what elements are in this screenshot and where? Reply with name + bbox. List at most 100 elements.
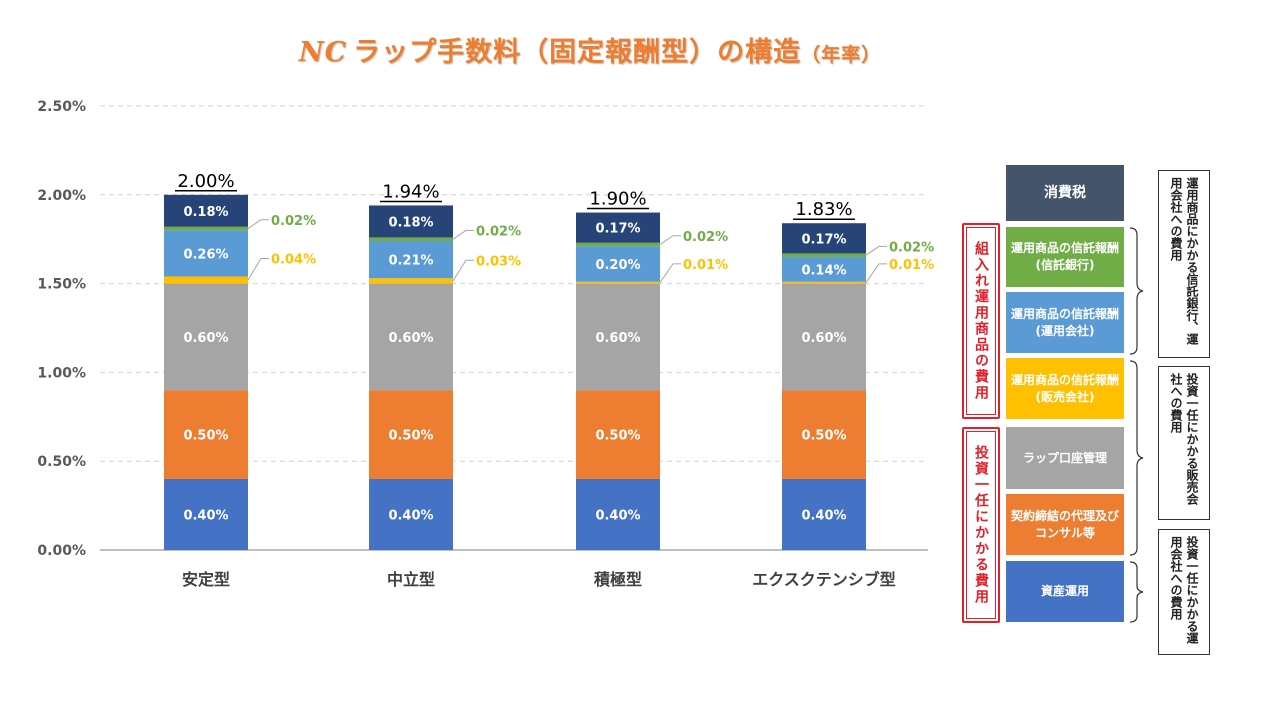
y-tick-label: 0.50% xyxy=(37,454,86,470)
bar-segment xyxy=(782,478,866,550)
stacked-bar-chart: 0.00% 0.50% 1.00% 1.50% 2.00% 2.50% 0.40% 0.50%… xyxy=(37,99,934,589)
callout-leader-line xyxy=(865,263,887,283)
payee-label: 投資一任にかかる販売会社への費用 xyxy=(1169,373,1199,505)
y-tick-label: 1.00% xyxy=(37,365,86,381)
callout-label: 0.02% xyxy=(889,240,934,255)
data-label: 0.21% xyxy=(388,254,433,269)
callout-label: 0.04% xyxy=(271,252,316,267)
bar-segment xyxy=(576,212,660,243)
data-label: 0.50% xyxy=(595,429,640,444)
total-label: 2.00% xyxy=(177,171,234,192)
legend-sales-company: 運用商品の信託報酬(販売会社) xyxy=(1006,358,1124,419)
data-label: 0.60% xyxy=(183,331,228,346)
title-prefix: NC xyxy=(298,37,348,68)
bar-segment xyxy=(782,256,866,282)
legend-trust-bank: 運用商品の信託報酬(信託銀行) xyxy=(1006,227,1124,287)
title-main: ラップ手数料（固定報酬型）の構造 xyxy=(353,37,802,68)
bar-segment xyxy=(369,478,453,550)
data-label: 0.17% xyxy=(595,222,640,237)
legend-label: 運用商品の信託報酬(運用会社) xyxy=(1010,306,1119,338)
bar-segment xyxy=(782,253,866,257)
payee-trust-bank: 運用商品にかかる信託銀行、運用会社への費用 xyxy=(1158,170,1210,358)
payee-label: 投資一任にかかる運用会社への費用 xyxy=(1169,536,1199,644)
callout-label: 0.01% xyxy=(683,258,728,273)
x-category-label: 安定型 xyxy=(182,570,230,589)
data-label: 0.18% xyxy=(183,205,228,220)
bar-segment xyxy=(576,242,660,247)
callout-leader-line xyxy=(247,257,269,281)
data-label: 0.14% xyxy=(801,263,846,278)
callout-label: 0.01% xyxy=(889,258,934,273)
group-label: 組入れ運用商品の費用 xyxy=(973,241,989,401)
brace-sales xyxy=(1129,360,1144,556)
legend-label: 契約締結の代理及びコンサル等 xyxy=(1010,508,1119,540)
callout-leader-line xyxy=(247,219,269,229)
data-label: 0.40% xyxy=(595,508,640,523)
x-category-label: エクスクテンシブ型 xyxy=(752,570,896,589)
x-category-label: 中立型 xyxy=(387,570,435,589)
callout-leader-line xyxy=(452,229,474,240)
y-tick-label: 1.50% xyxy=(37,277,86,293)
data-label: 0.20% xyxy=(595,258,640,273)
data-label: 0.50% xyxy=(183,429,228,444)
data-label: 0.50% xyxy=(801,429,846,444)
group-label: 投資一任にかかる費用 xyxy=(973,445,989,605)
data-label: 0.50% xyxy=(388,429,433,444)
data-label: 0.60% xyxy=(595,331,640,346)
bar-segment xyxy=(576,283,660,391)
legend-asset-management: 資産運用 xyxy=(1006,561,1124,622)
legend-consumption-tax: 消費税 xyxy=(1006,165,1124,221)
group-discretionary: 投資一任にかかる費用 xyxy=(962,427,1000,623)
chart-title: NC ラップ手数料（固定報酬型）の構造（年率） xyxy=(0,30,1180,69)
group-bundled-products: 組入れ運用商品の費用 xyxy=(962,223,1000,419)
payee-manager: 投資一任にかかる運用会社への費用 xyxy=(1158,529,1210,655)
bar-segment xyxy=(782,281,866,284)
x-category-label: 積極型 xyxy=(593,570,642,589)
bar-segment xyxy=(576,390,660,479)
data-label: 0.40% xyxy=(388,508,433,523)
bar-segment xyxy=(164,390,248,479)
legend-label: 消費税 xyxy=(1044,184,1086,201)
bar-segment xyxy=(164,226,248,231)
data-label: 0.26% xyxy=(183,247,228,262)
bar-segment xyxy=(782,390,866,479)
bar-segment xyxy=(369,205,453,238)
title-annual: （年率） xyxy=(801,44,882,66)
bar-segment xyxy=(369,240,453,279)
bar-segment xyxy=(164,478,248,550)
bar-segment xyxy=(369,278,453,284)
legend-wrap-account: ラップ口座管理 xyxy=(1006,427,1124,489)
bar-segment xyxy=(164,194,248,227)
data-label: 0.40% xyxy=(183,508,228,523)
callout-leader-line xyxy=(659,263,681,283)
data-label: 0.17% xyxy=(801,232,846,247)
total-label: 1.90% xyxy=(589,189,646,210)
bar-segment xyxy=(164,276,248,284)
payee-label: 運用商品にかかる信託銀行、運用会社への費用 xyxy=(1169,177,1199,345)
bar-segment xyxy=(369,390,453,479)
bar-segment xyxy=(782,223,866,254)
callout-leader-line xyxy=(659,235,681,245)
bar-segment xyxy=(782,283,866,391)
total-label: 1.94% xyxy=(382,181,439,202)
total-label: 1.83% xyxy=(795,199,852,220)
callout-label: 0.02% xyxy=(683,230,728,245)
legend-label: ラップ口座管理 xyxy=(1022,450,1107,465)
callout-label: 0.02% xyxy=(271,214,316,229)
legend-contract-agency: 契約締結の代理及びコンサル等 xyxy=(1006,494,1124,555)
legend-label: 運用商品の信託報酬(販売会社) xyxy=(1010,372,1119,404)
bar-segment xyxy=(576,246,660,282)
bar-segment xyxy=(164,230,248,277)
y-tick-label: 2.00% xyxy=(37,188,86,204)
payee-sales: 投資一任にかかる販売会社への費用 xyxy=(1158,366,1210,520)
data-label: 0.18% xyxy=(388,215,433,230)
bar-segment xyxy=(576,478,660,550)
legend-label: 運用商品の信託報酬(信託銀行) xyxy=(1010,241,1119,272)
y-tick-label: 0.00% xyxy=(37,543,86,559)
legend-label: 資産運用 xyxy=(1040,584,1089,598)
brace-trust-bank xyxy=(1129,227,1144,355)
callout-label: 0.02% xyxy=(476,224,521,239)
callout-label: 0.03% xyxy=(476,254,521,269)
data-label: 0.40% xyxy=(801,508,846,523)
bar-segment xyxy=(369,283,453,391)
